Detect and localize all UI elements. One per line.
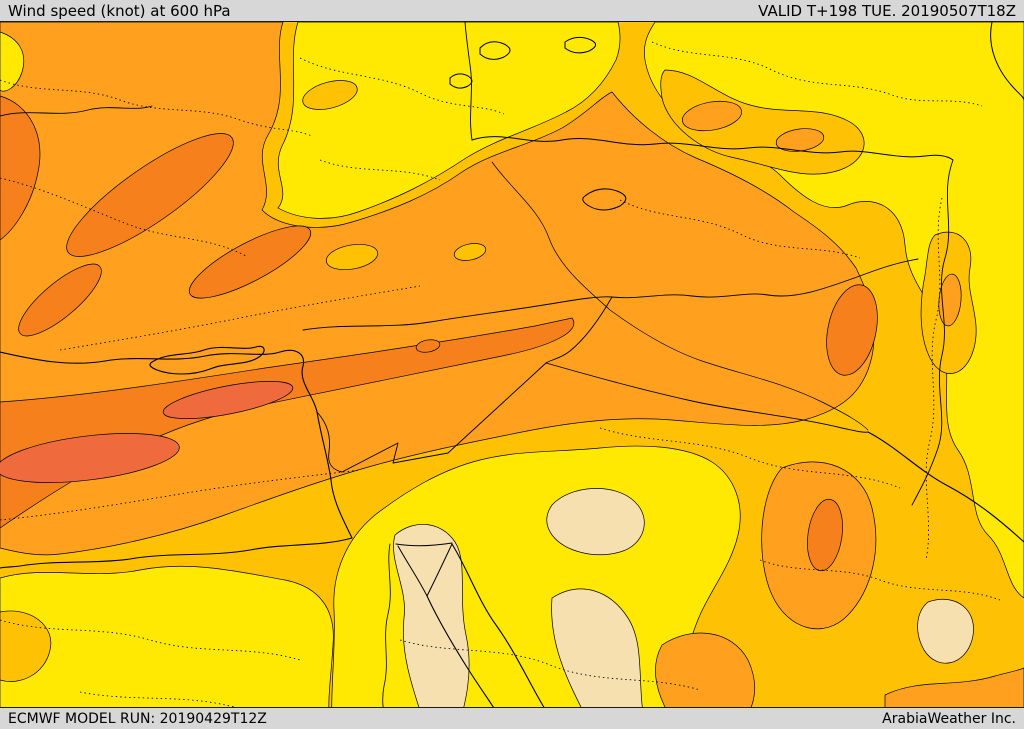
fill-darkorange-streak-1: [66, 133, 234, 257]
border-israel-jordan: [316, 411, 343, 473]
euphrates-river: [491, 161, 869, 431]
fill-cream-east-edge: [917, 598, 974, 664]
fill-amber-patch-4: [0, 610, 52, 682]
fill-yellow-top-center: [277, 21, 621, 219]
gulf-of-suez: [397, 545, 428, 597]
fill-darkorange-left-edge: [0, 95, 41, 241]
coastline-sinai-north: [395, 542, 453, 547]
border-jordan-saudi: [341, 362, 547, 473]
lake-outline: [582, 188, 627, 211]
border-iran: [911, 159, 954, 506]
dotted-isotach: [599, 427, 901, 489]
fill-darkorange-jet-core: [0, 317, 575, 529]
coastline-strait: [464, 21, 473, 141]
border-syria-iraq: [545, 296, 613, 364]
fill-cream-arabia: [546, 488, 645, 555]
coastline-persian-gulf: [867, 431, 1024, 543]
fill-amber-patch-1: [302, 80, 358, 110]
coastline-turkey-levant: [0, 349, 353, 539]
fill-orange-core-1: [682, 100, 742, 132]
fill-amber-hole-1: [325, 243, 379, 271]
coastline-nw-fragment: [0, 105, 153, 117]
dotted-isotach: [759, 559, 1001, 601]
fill-amber-hole-2: [453, 243, 487, 261]
footer-bar: ECMWF MODEL RUN: 20190429T12Z ArabiaWeat…: [0, 707, 1024, 729]
contour-fills: [0, 21, 1024, 729]
dotted-isotach: [319, 159, 441, 181]
lake-outline: [479, 41, 511, 60]
chart-title: Wind speed (knot) at 600 hPa: [8, 1, 231, 20]
coastline-caspian-corner: [990, 21, 1024, 101]
brand-credit: ArabiaWeather Inc.: [882, 710, 1016, 727]
fill-cream-redsea-east: [551, 588, 647, 729]
fill-yellow-corner-nw: [0, 31, 24, 92]
fill-yellow-bottom-left: [0, 565, 334, 729]
gulf-of-aqaba: [426, 543, 453, 597]
fill-orange-core-3: [938, 273, 962, 327]
fill-darkorange-se: [807, 498, 843, 572]
fill-darkorange-spot: [415, 339, 441, 353]
fill-darkorange-streak-3: [188, 225, 312, 299]
valid-time-label: VALID T+198 TUE. 20190507T18Z: [758, 1, 1016, 20]
cyprus-island: [149, 345, 265, 375]
fill-darkorange-east: [826, 284, 878, 376]
model-run-label: ECMWF MODEL RUN: 20190429T12Z: [8, 710, 267, 727]
border-turkey-syria-iraq: [302, 258, 919, 331]
coastline-blacksea: [471, 136, 954, 161]
fill-redorange-max-1: [0, 433, 180, 483]
dotted-isotach: [0, 469, 361, 521]
fill-redorange-max-2: [162, 381, 294, 419]
lakes: [449, 36, 627, 211]
coastline-egypt: [0, 537, 353, 569]
lake-outline: [449, 73, 473, 89]
fill-orange-se-2: [655, 632, 756, 729]
fill-cream-sinai: [393, 523, 470, 729]
header-bar: Wind speed (knot) at 600 hPa VALID T+198…: [0, 0, 1024, 22]
dotted-isotach: [0, 177, 247, 257]
fill-darkorange-streak-2: [18, 263, 102, 337]
dotted-isotach: [651, 41, 983, 107]
lake-outline: [564, 36, 596, 54]
border-iraq-saudi: [545, 362, 869, 433]
